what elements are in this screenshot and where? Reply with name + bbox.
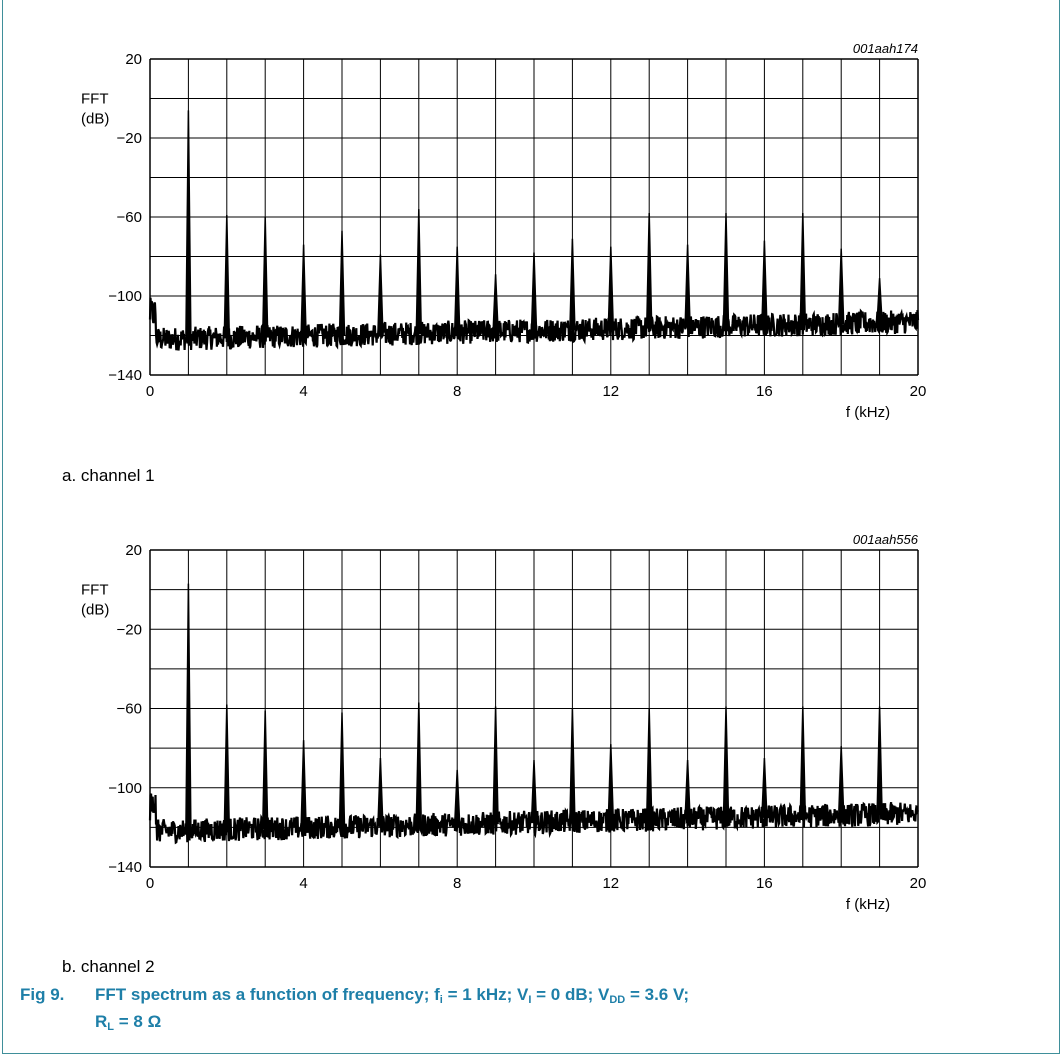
harmonic-peak [415, 209, 423, 334]
x-tick-label: 20 [910, 383, 927, 400]
x-tick-label: 16 [756, 875, 773, 892]
harmonic-peak [569, 708, 576, 823]
harmonic-peak [223, 215, 231, 339]
harmonic-peak [569, 238, 576, 331]
y-tick-label: −140 [108, 367, 142, 384]
harmonic-peak [223, 704, 231, 831]
harmonic-peak [684, 759, 691, 820]
x-tick-label: 20 [910, 875, 927, 892]
harmonic-peak [722, 706, 730, 819]
x-tick-label: 12 [602, 383, 619, 400]
y-tick-label: −100 [108, 288, 142, 305]
y-axis-label: FFT [81, 582, 109, 599]
figure-code: 001aah556 [853, 532, 919, 547]
x-axis-label: f (kHz) [846, 896, 890, 913]
harmonic-peak [300, 244, 307, 337]
figure-label: Fig 9. [20, 985, 65, 1004]
harmonic-peak [722, 213, 730, 327]
harmonic-peak [799, 213, 807, 326]
x-tick-label: 4 [299, 383, 307, 400]
subtitle-channel-2: b. channel 2 [62, 957, 155, 976]
y-tick-label: −140 [108, 859, 142, 876]
harmonic-peak [377, 254, 384, 335]
harmonic-peak [185, 110, 192, 340]
harmonic-peak [876, 706, 883, 816]
y-tick-label: −20 [117, 621, 142, 638]
figure-caption: Fig 9. FFT spectrum as a function of freq… [20, 985, 690, 1033]
harmonic-peak [492, 274, 499, 333]
harmonic-peak [261, 216, 269, 338]
harmonic-peak [492, 706, 499, 825]
harmonic-peak [761, 240, 768, 326]
harmonic-peak [453, 769, 461, 825]
harmonic-peak [453, 246, 461, 334]
harmonic-peak [799, 706, 807, 817]
y-tick-label: 20 [125, 542, 142, 559]
harmonic-peak [761, 757, 768, 818]
harmonic-peak [338, 230, 346, 336]
y-tick-label: −60 [117, 209, 142, 226]
harmonic-peak [377, 758, 384, 827]
harmonic-peak [684, 244, 691, 328]
figure-code: 001aah174 [853, 41, 918, 56]
y-axis-unit: (dB) [81, 602, 109, 619]
harmonic-peak [876, 278, 883, 324]
harmonic-peak [607, 744, 615, 822]
harmonic-peak [607, 246, 615, 330]
x-tick-label: 12 [602, 875, 619, 892]
y-axis-label: FFT [81, 91, 109, 108]
harmonic-peak [530, 759, 538, 824]
caption-text: FFT spectrum as a function of frequency; [95, 985, 430, 1004]
x-tick-label: 8 [453, 383, 461, 400]
y-axis-unit: (dB) [81, 111, 109, 128]
harmonic-peak [185, 583, 192, 832]
subtitle-channel-1: a. channel 1 [62, 466, 155, 485]
harmonic-peak [645, 708, 653, 821]
harmonic-peak [338, 712, 346, 828]
harmonic-peak [261, 710, 269, 830]
harmonic-peak [300, 740, 307, 829]
x-tick-label: 8 [453, 875, 461, 892]
harmonic-peak [645, 213, 653, 329]
harmonic-peak [837, 248, 845, 325]
x-tick-label: 0 [146, 875, 154, 892]
harmonic-peak [415, 702, 423, 826]
y-tick-label: −60 [117, 701, 142, 718]
harmonic-peak [837, 746, 845, 817]
x-tick-label: 4 [299, 875, 307, 892]
y-tick-label: 20 [125, 51, 142, 68]
x-tick-label: 16 [756, 383, 773, 400]
x-axis-label: f (kHz) [846, 404, 890, 421]
y-tick-label: −100 [108, 780, 142, 797]
y-tick-label: −20 [117, 130, 142, 147]
harmonic-peak [530, 252, 538, 332]
x-tick-label: 0 [146, 383, 154, 400]
